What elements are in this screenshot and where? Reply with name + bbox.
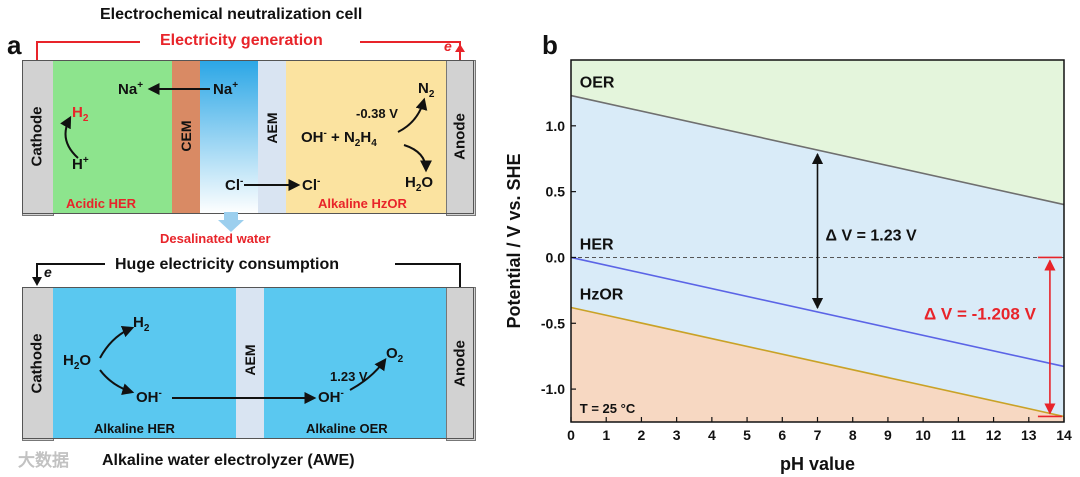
- h2o-to-h2-arrow: [99, 325, 135, 359]
- x-tick-label-6: 6: [778, 427, 786, 443]
- aem-membrane-bottom: [236, 287, 264, 439]
- bottom-cell-arrows: [99, 325, 387, 404]
- electricity-generation-label: Electricity generation: [160, 32, 323, 49]
- hydrazine-to-h2o-arrow: [403, 144, 432, 173]
- x-tick-label-8: 8: [849, 427, 857, 443]
- series-line-hzor: [570, 306, 1065, 418]
- bottom-anode-electrode: [446, 287, 476, 441]
- na-left: Na+: [118, 80, 144, 98]
- h2o-to-oh-arrow: [99, 369, 135, 395]
- bottom-cathode-compartment: [53, 287, 236, 439]
- cl-right: Cl-: [302, 176, 321, 194]
- x-tick-label-14: 14: [1056, 427, 1072, 443]
- top-circuit-wire: [36, 41, 465, 60]
- desalinated-water-arrow: [218, 212, 244, 232]
- oh-left: OH-: [136, 388, 162, 406]
- top-anode-electrode: [446, 60, 476, 216]
- x-tick-label-11: 11: [951, 427, 966, 443]
- o2-product: O2: [386, 345, 404, 365]
- alkaline-oer-label: Alkaline OER: [306, 421, 388, 436]
- series-line-her: [570, 256, 1065, 368]
- h2-product-bottom: H2: [133, 314, 150, 334]
- x-tick-label-3: 3: [673, 427, 681, 443]
- x-tick-label-2: 2: [638, 427, 646, 443]
- series-line-oer: [570, 94, 1065, 206]
- region-below-hzor: [571, 307, 1064, 422]
- watermark: 大数据: [18, 451, 69, 470]
- x-tick-label-12: 12: [986, 427, 1002, 443]
- awe-caption: Alkaline water electrolyzer (AWE): [102, 452, 355, 469]
- y-axis-label: Potential / V vs. SHE: [504, 153, 524, 328]
- series-label-her: HER: [580, 236, 614, 253]
- salt-compartment: [200, 60, 258, 214]
- y-tick-label-3: 0.5: [546, 184, 566, 200]
- alkaline-compartment: [286, 60, 446, 214]
- hydrazine-to-n2-arrow: [397, 97, 428, 133]
- huge-electricity-label: Huge electricity consumption: [115, 256, 340, 273]
- x-tick-label-7: 7: [814, 427, 822, 443]
- x-tick-label-13: 13: [1021, 427, 1037, 443]
- x-axis-label: pH value: [780, 454, 855, 474]
- cl-left: Cl-: [225, 176, 244, 194]
- delta-v-label-2: Δ V = -1.208 V: [924, 304, 1037, 323]
- x-tick-label-5: 5: [743, 427, 751, 443]
- h2o-product-top: H2O: [405, 174, 434, 194]
- alkaline-hzor-label: Alkaline HzOR: [318, 196, 407, 211]
- top-cell-title: Electrochemical neutralization cell: [100, 6, 363, 23]
- na-right: Na+: [213, 80, 239, 98]
- x-tick-label-10: 10: [915, 427, 931, 443]
- y-tick-label-0: -1.0: [541, 381, 565, 397]
- bottom-circuit-wire: [32, 263, 461, 288]
- x-tick-label-1: 1: [602, 427, 610, 443]
- region-above-oer: [571, 60, 1064, 205]
- y-tick-label-4: 1.0: [546, 118, 566, 134]
- panel-a-label: a: [7, 30, 22, 60]
- bottom-anode-compartment: [264, 287, 446, 439]
- delta-v-label-1: Δ V = 1.23 V: [826, 227, 917, 244]
- aem-membrane-top: [258, 60, 286, 214]
- acidic-her-label: Acidic HER: [66, 196, 137, 211]
- potential-ph-chart: OER HER HzOR Δ V = 1.23 V Δ V = -1.208 V T = …: [504, 59, 1072, 474]
- hplus-reactant: H+: [72, 155, 89, 173]
- n2-product: N2: [418, 80, 435, 100]
- bottom-cell-outline: [22, 287, 474, 439]
- alkaline-her-label: Alkaline HER: [94, 421, 175, 436]
- temperature-label: T = 25 °C: [580, 401, 636, 416]
- hydrazine-reactants: OH- + N2H4: [301, 128, 377, 149]
- x-tick-label-0: 0: [567, 427, 575, 443]
- x-tick-label-9: 9: [884, 427, 892, 443]
- series-label-oer: OER: [580, 75, 615, 92]
- top-electron-label: e: [444, 38, 452, 54]
- h2-product-top: H2: [72, 104, 89, 124]
- top-cell-arrows: [60, 83, 432, 191]
- panel-b-label: b: [542, 30, 558, 60]
- hplus-to-h2-arrow: [60, 115, 79, 159]
- oh-to-o2-arrow: [349, 358, 387, 391]
- cem-membrane: [172, 60, 200, 214]
- h2o-reactant-bottom: H2O: [63, 352, 92, 372]
- x-tick-label-4: 4: [708, 427, 716, 443]
- desalinated-water-label: Desalinated water: [160, 231, 271, 246]
- voltage-hzor: -0.38 V: [356, 106, 398, 121]
- bottom-electron-label: e: [44, 264, 52, 280]
- voltage-oer: 1.23 V: [330, 369, 368, 384]
- y-tick-label-2: 0.0: [546, 249, 566, 265]
- y-tick-label-1: -0.5: [541, 315, 565, 331]
- oh-right: OH-: [318, 388, 344, 406]
- top-cell-outline: [22, 60, 474, 214]
- series-label-hzor: HzOR: [580, 286, 624, 303]
